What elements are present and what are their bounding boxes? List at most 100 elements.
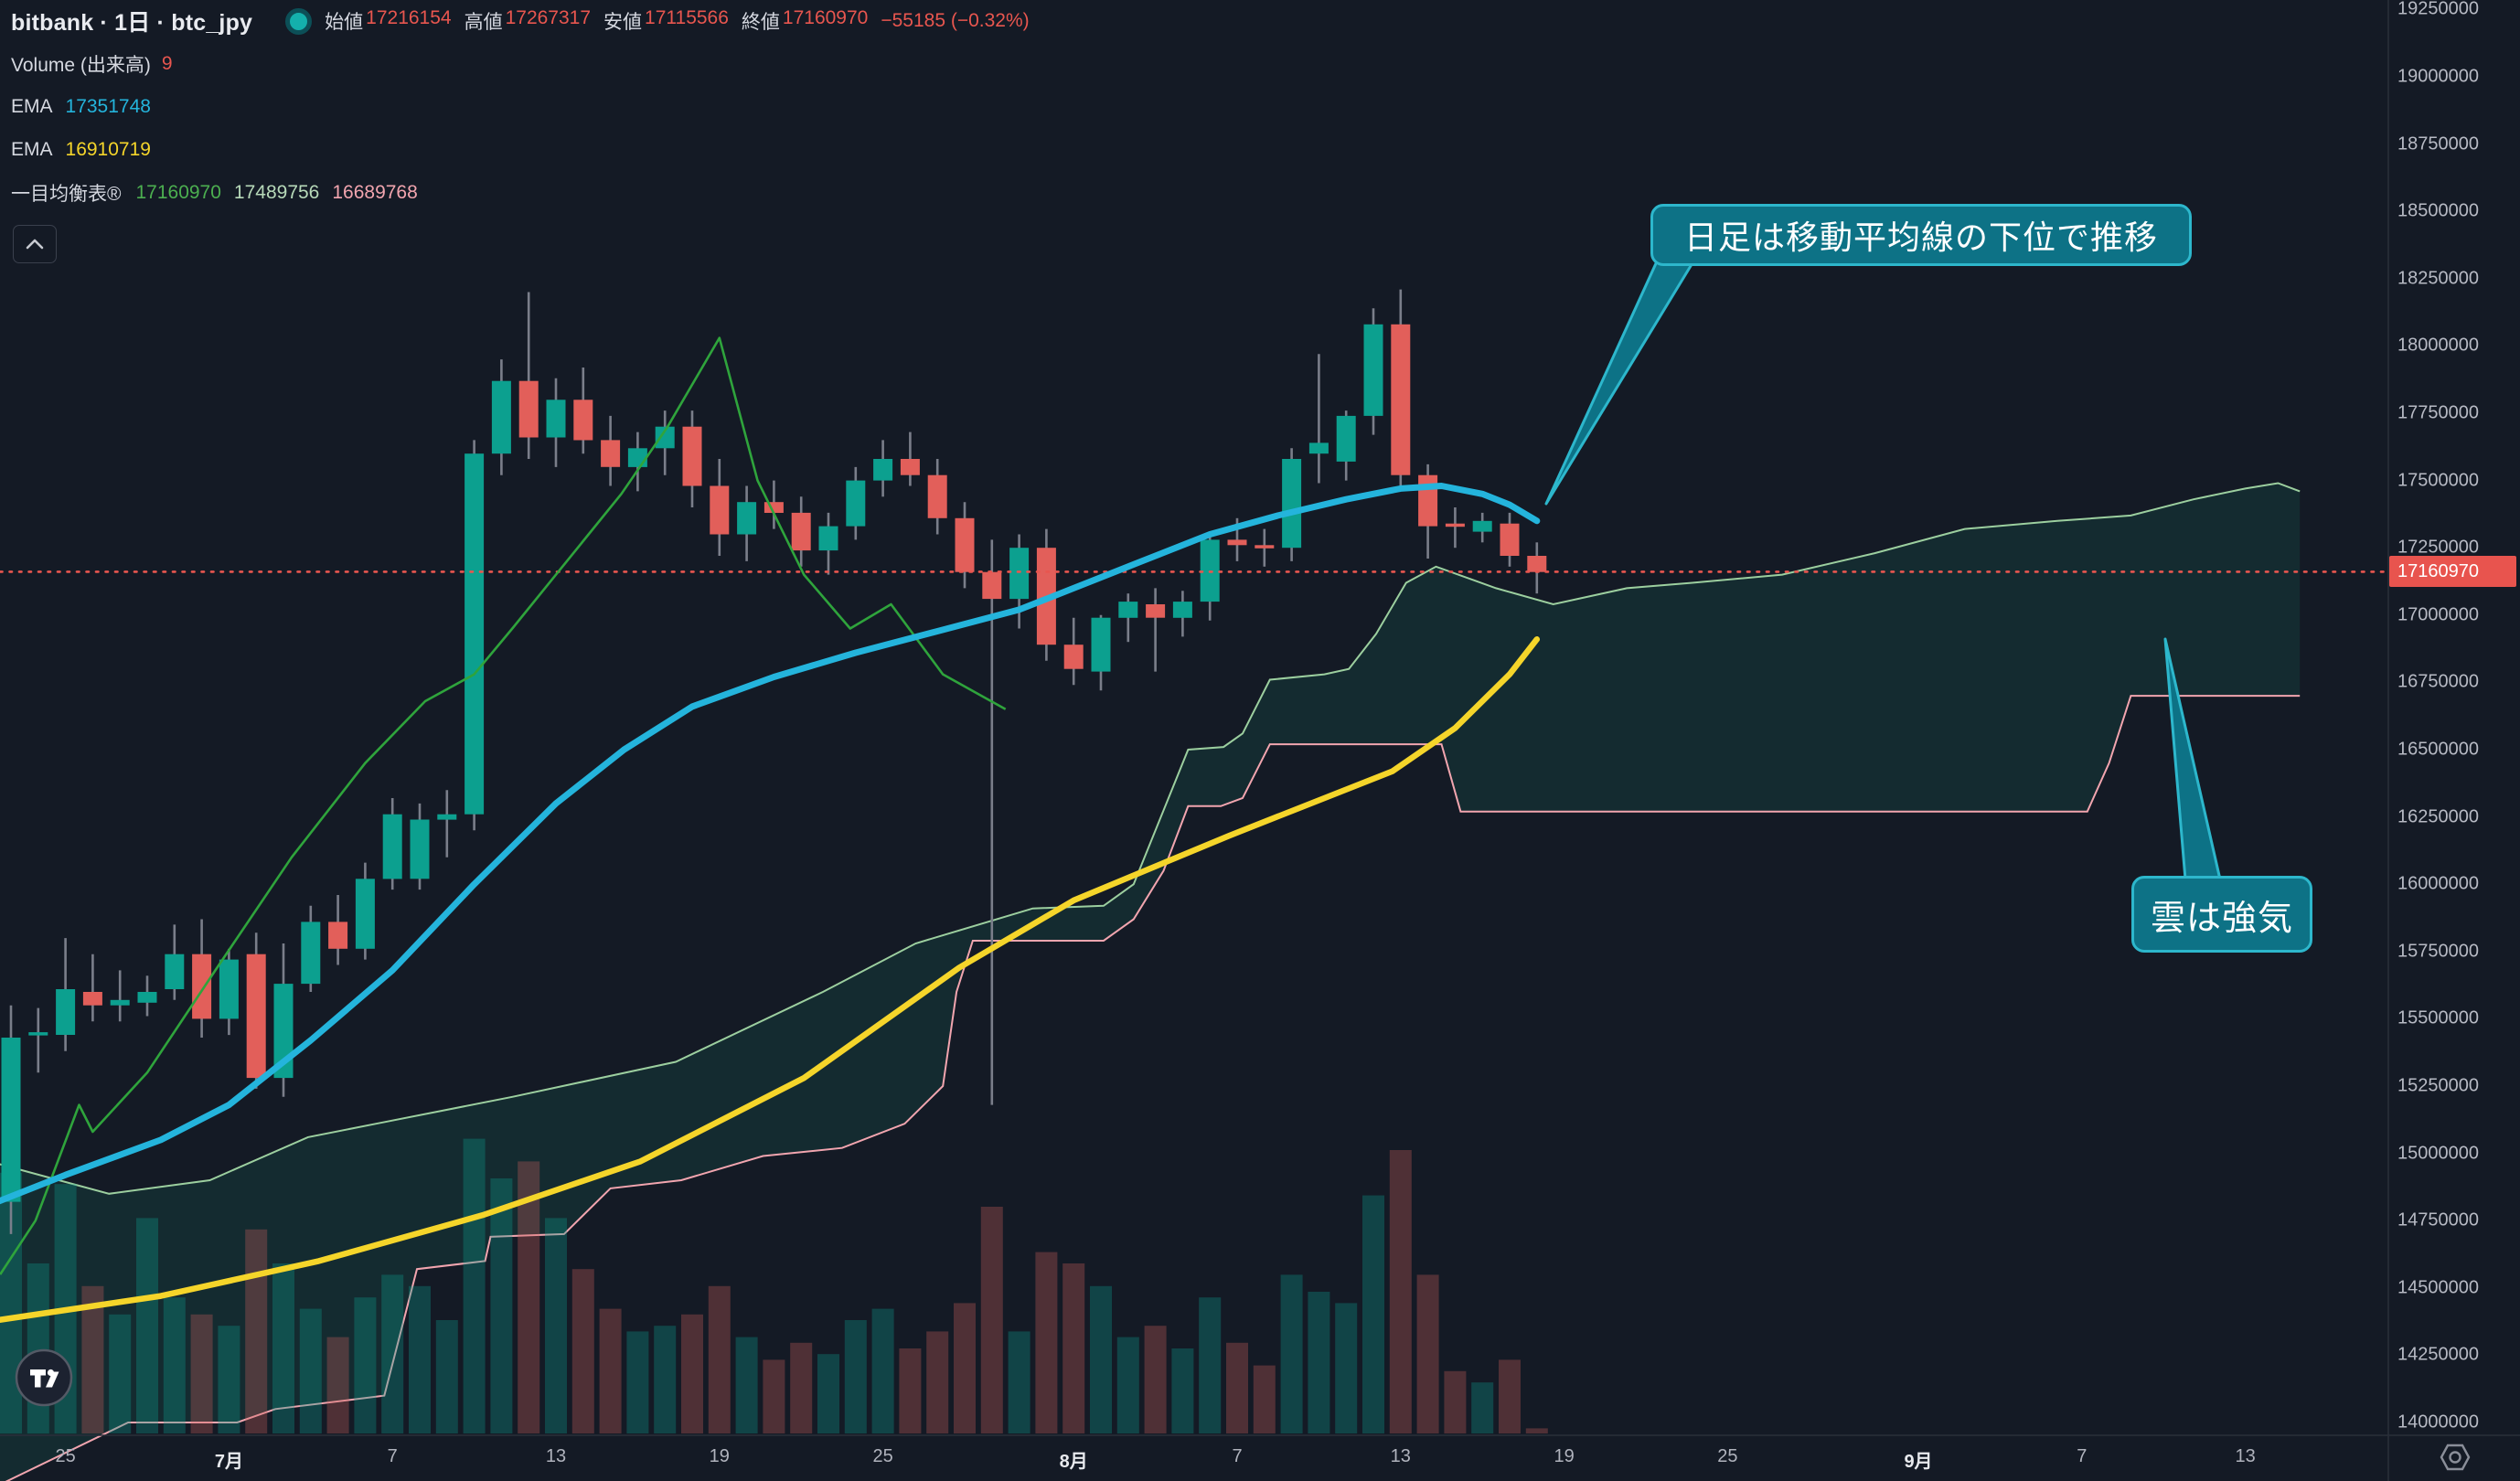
candle-body (1282, 459, 1302, 549)
price-tick-label: 18250000 (2397, 268, 2479, 289)
time-tick-label: 7 (1232, 1446, 1243, 1466)
volume-bar (1035, 1252, 1058, 1433)
candle-body (491, 380, 511, 454)
volume-bar (1444, 1370, 1467, 1433)
candle-body (1255, 545, 1275, 549)
volume-bar (381, 1274, 404, 1433)
volume-bar (654, 1326, 677, 1433)
candle-body (737, 502, 757, 535)
time-tick-label: 9月 (1904, 1452, 1933, 1472)
price-tick-label: 17250000 (2397, 537, 2479, 558)
ichimoku-conversion-value: 17160970 (135, 182, 221, 203)
candle-body (873, 459, 893, 481)
legend: bitbank · 1日 · btc_jpy 始値 17216154 高値 17… (11, 7, 1030, 222)
candle-body (791, 512, 811, 551)
price-tick-label: 15750000 (2397, 941, 2479, 962)
hexagon-eye-icon (2440, 1444, 2471, 1471)
candle-body (900, 459, 920, 475)
candle-body (927, 474, 947, 518)
volume-bar (626, 1331, 649, 1433)
volume-bar (1416, 1274, 1439, 1433)
lagging-span-line (0, 336, 1007, 1275)
volume-bar (1226, 1342, 1248, 1433)
candle-body (1500, 523, 1520, 556)
time-tick-label: 19 (1554, 1446, 1575, 1466)
close-label: 終値 (741, 12, 780, 33)
candle-body (192, 954, 212, 1019)
volume-bar (272, 1263, 294, 1433)
price-tick-label: 17750000 (2397, 402, 2479, 423)
symbol-title[interactable]: bitbank · 1日 · btc_jpy (11, 10, 253, 36)
candle-body (1391, 324, 1411, 475)
low-value: 17115566 (645, 7, 729, 28)
candle-body (573, 400, 593, 441)
time-tick-label: 13 (1390, 1446, 1411, 1466)
candle-body (301, 922, 321, 985)
price-tick-label: 17000000 (2397, 604, 2479, 625)
volume-bars (0, 1138, 1548, 1433)
senkou-a-line (0, 482, 2301, 1195)
volume-bar (409, 1285, 431, 1433)
volume-bar (326, 1337, 349, 1433)
price-tick-label: 19250000 (2397, 0, 2479, 19)
volume-bar (708, 1285, 731, 1433)
volume-indicator-row[interactable]: Volume (出来高) 9 (11, 50, 1030, 78)
volume-bar (354, 1297, 377, 1433)
volume-bar (954, 1303, 976, 1433)
volume-bar (1499, 1359, 1521, 1433)
callout-ma-note-text: 日足は移動平均線の下位で推移 (1683, 218, 2158, 256)
candle-body (1, 1038, 21, 1202)
candle-body (627, 448, 647, 467)
volume-bar (1008, 1331, 1030, 1433)
candle-body (110, 999, 130, 1006)
candle-body (56, 989, 76, 1035)
ema-slow-label: EMA (11, 139, 53, 160)
candle-body (437, 814, 457, 820)
market-status-icon[interactable] (285, 7, 313, 35)
volume-bar (681, 1314, 703, 1433)
ichimoku-senkou-b-value: 16689768 (332, 182, 418, 203)
ema-fast-row[interactable]: EMA 17351748 (11, 93, 1030, 121)
price-scale-settings-icon[interactable] (2438, 1442, 2472, 1477)
candle-body (1118, 602, 1138, 618)
time-tick-label: 25 (872, 1446, 893, 1466)
callout-ma-note[interactable]: 日足は移動平均線の下位で推移 (1650, 204, 2192, 266)
candle-body (165, 954, 185, 989)
price-tick-label: 14500000 (2397, 1277, 2479, 1298)
volume-bar (490, 1178, 513, 1433)
candle-body (518, 380, 539, 438)
volume-bar (136, 1218, 158, 1433)
price-tick-label: 14000000 (2397, 1412, 2479, 1433)
ema-fast-value: 17351748 (65, 96, 151, 117)
volume-bar (81, 1285, 104, 1433)
symbol-row[interactable]: bitbank · 1日 · btc_jpy 始値 17216154 高値 17… (11, 7, 1030, 36)
candle-body (1146, 604, 1166, 618)
ema-slow-value: 16910719 (65, 139, 151, 160)
tradingview-logo[interactable] (14, 1348, 74, 1412)
volume-bar (218, 1326, 240, 1433)
ema-fast-label: EMA (11, 96, 53, 117)
ichimoku-row[interactable]: 一目均衡表® 17160970 17489756 16689768 (11, 179, 1030, 207)
price-tick-label: 18000000 (2397, 335, 2479, 356)
price-tick-label: 17500000 (2397, 470, 2479, 491)
callout-cloud-note[interactable]: 雲は強気 (2131, 876, 2312, 953)
callout-tail[interactable] (1544, 260, 1695, 506)
volume-bar (1471, 1382, 1494, 1433)
volume-bar (844, 1320, 867, 1433)
tradingview-logo-icon (15, 1348, 73, 1407)
volume-bar (245, 1229, 268, 1433)
ema-slow-row[interactable]: EMA 16910719 (11, 136, 1030, 164)
volume-bar (599, 1308, 622, 1433)
volume-bar (980, 1207, 1003, 1433)
ema-fast-line (0, 483, 1541, 1205)
candle-body (982, 571, 1002, 600)
low-label: 安値 (603, 12, 643, 33)
volume-bar (1116, 1337, 1139, 1433)
volume-value: 9 (161, 53, 173, 74)
price-tick-label: 15500000 (2397, 1007, 2479, 1028)
collapse-legend-button[interactable] (13, 225, 57, 263)
volume-bar (1525, 1428, 1548, 1433)
volume-bar (899, 1348, 922, 1433)
time-tick-label: 19 (709, 1446, 730, 1466)
